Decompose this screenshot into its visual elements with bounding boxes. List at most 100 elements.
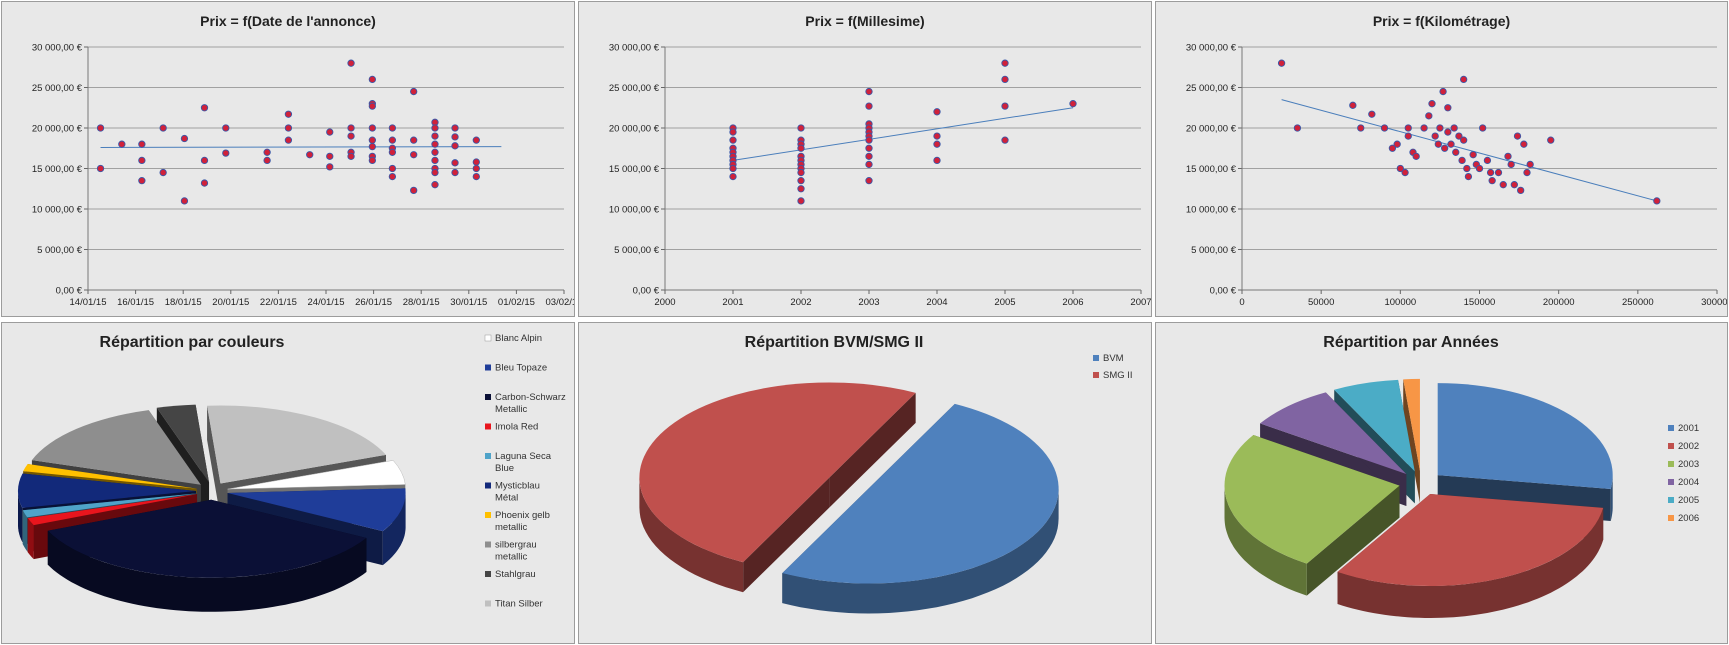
slice-top xyxy=(18,473,197,508)
data-point xyxy=(1486,168,1495,177)
chart-panel-millesime: Prix = f(Millesime) 0,00 € 5 000,00 € 10 00… xyxy=(578,1,1152,317)
legend-label: Blanc Alpin xyxy=(495,333,542,344)
data-point xyxy=(1504,152,1512,161)
data-point xyxy=(1458,156,1466,165)
slice-wall xyxy=(1403,379,1420,503)
legend-swatch xyxy=(485,482,491,489)
data-point xyxy=(472,164,480,173)
x-tick-label: 2006 xyxy=(1062,297,1083,308)
data-point xyxy=(1475,164,1484,173)
chart-panel-couleurs: Répartition par couleurs Blanc Alpin Bleu … xyxy=(1,322,575,644)
x-tick-label: 20/01/15 xyxy=(212,297,249,308)
data-point xyxy=(431,124,439,132)
data-point xyxy=(431,140,439,148)
data-point xyxy=(1483,156,1492,165)
x-tick-label: 2002 xyxy=(790,297,811,308)
x-tick-label: 30/01/15 xyxy=(450,297,487,308)
x-tick-label: 300000 xyxy=(1701,297,1727,308)
data-point xyxy=(865,176,873,185)
slice-side xyxy=(22,510,28,552)
chart-panel-date: Prix = f(Date de l'annonce) 0,00 € 5 000,0… xyxy=(1,1,575,317)
data-point xyxy=(118,140,126,148)
legend-swatch xyxy=(485,423,491,430)
chart-title: Prix = f(Millesime) xyxy=(805,13,924,29)
data-point xyxy=(263,156,271,165)
data-point xyxy=(1357,124,1365,132)
legend-swatch xyxy=(485,512,491,518)
y-tick-label: 0,00 € xyxy=(633,286,660,297)
x-tick-label: 2005 xyxy=(994,297,1015,308)
data-point xyxy=(410,151,418,159)
legend-swatch xyxy=(1668,479,1674,485)
x-tick-label: 01/02/15 xyxy=(498,297,535,308)
pie-slice xyxy=(1224,435,1400,596)
y-tick-label: 5 000,00 € xyxy=(614,245,660,256)
slice-wall xyxy=(829,392,916,508)
data-point xyxy=(1450,124,1458,132)
slice-top xyxy=(23,464,197,489)
data-point xyxy=(431,181,439,189)
y-tick-label: 15 000,00 € xyxy=(1186,164,1237,175)
legend-swatch xyxy=(1668,425,1674,431)
pie-slice xyxy=(1403,378,1420,503)
data-point xyxy=(797,124,805,132)
scatter-chart-millesime: Prix = f(Millesime) 0,00 € 5 000,00 € 10 00… xyxy=(609,13,1151,308)
data-point xyxy=(933,140,941,148)
slice-wall xyxy=(1306,485,1400,596)
slice-side xyxy=(18,489,23,542)
data-point xyxy=(451,159,459,167)
data-point xyxy=(222,149,230,157)
slice-top xyxy=(1337,493,1604,586)
data-point xyxy=(1436,124,1444,132)
x-tick-label: 16/01/15 xyxy=(117,297,154,308)
slice-side xyxy=(382,492,406,566)
data-point xyxy=(1653,197,1661,205)
x-tick-label: 2000 xyxy=(654,297,675,308)
data-point xyxy=(1425,112,1433,120)
slice-top xyxy=(1403,378,1420,471)
data-point xyxy=(200,179,209,187)
slice-side xyxy=(47,530,367,612)
slice-top xyxy=(22,493,197,518)
legend-label: 2005 xyxy=(1678,495,1699,506)
data-point xyxy=(159,124,167,132)
legend-label: Stahlgrau xyxy=(495,569,536,580)
y-tick-label: 15 000,00 € xyxy=(32,164,83,175)
data-point xyxy=(1523,168,1531,177)
slice-side xyxy=(1337,507,1604,618)
data-point xyxy=(1447,140,1455,148)
data-point xyxy=(138,156,146,165)
slice-top xyxy=(31,410,201,485)
data-point xyxy=(1431,132,1439,140)
legend-swatch xyxy=(485,571,491,577)
legend-swatch xyxy=(1668,443,1674,449)
data-point xyxy=(96,124,105,132)
data-point xyxy=(797,144,805,152)
x-tick-label: 24/01/15 xyxy=(308,297,345,308)
slice-top xyxy=(782,403,1059,584)
legend-label: Carbon-Schwarz Metallic xyxy=(495,392,566,415)
data-point xyxy=(388,124,397,132)
chart-panel-annees: Répartition par Années 2001 2002 2003 2004 20… xyxy=(1155,322,1728,644)
legend-swatch xyxy=(485,600,491,607)
x-tick-label: 2003 xyxy=(858,297,879,308)
legend-label: Laguna Seca Blue xyxy=(495,451,552,474)
legend-label: Bleu Topaze xyxy=(495,363,547,374)
data-point xyxy=(1479,124,1487,132)
data-point xyxy=(368,124,376,132)
chart-panel-km: Prix = f(Kilométrage) 0,00 € 5 000,00 € 10 … xyxy=(1155,1,1728,317)
data-point xyxy=(729,172,737,181)
data-point xyxy=(865,102,873,110)
data-point xyxy=(1463,164,1471,173)
scatter-chart-km: Prix = f(Kilométrage) 0,00 € 5 000,00 € 10 … xyxy=(1186,13,1727,308)
legend-label: BVM xyxy=(1103,353,1124,364)
data-point xyxy=(347,59,355,67)
y-tick-label: 30 000,00 € xyxy=(609,43,660,54)
data-point xyxy=(347,152,355,161)
data-point xyxy=(1499,181,1507,189)
data-point xyxy=(159,168,167,177)
y-tick-label: 25 000,00 € xyxy=(609,83,660,94)
data-point xyxy=(1428,100,1436,108)
slice-side xyxy=(27,518,34,560)
data-point xyxy=(180,197,189,205)
